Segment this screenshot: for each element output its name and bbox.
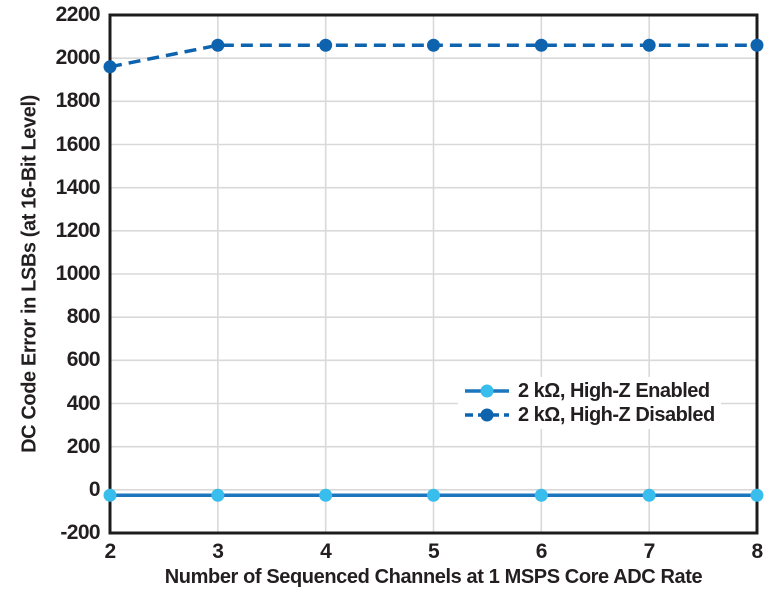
- y-tick-label: -200: [60, 521, 100, 544]
- x-tick-label: 7: [643, 540, 656, 563]
- y-tick-label: 1000: [55, 262, 101, 285]
- y-tick-label: 1400: [55, 175, 101, 199]
- x-axis-title: Number of Sequenced Channels at 1 MSPS C…: [164, 566, 703, 588]
- data-point-marker: [211, 38, 225, 52]
- x-tick-label: 5: [427, 540, 440, 563]
- data-point-marker: [319, 38, 333, 52]
- legend: 2 kΩ, High-Z Enabled 2 kΩ, High-Z Disabl…: [458, 377, 721, 429]
- y-tick-label: 600: [66, 348, 101, 372]
- data-point-marker: [750, 488, 764, 502]
- x-tick-label: 8: [751, 540, 763, 563]
- y-tick-label: 200: [66, 434, 101, 458]
- data-point-marker: [427, 38, 440, 52]
- data-point-marker: [534, 38, 548, 52]
- x-tick-label: 2: [104, 540, 116, 563]
- y-tick-label: 2200: [55, 3, 101, 26]
- legend-line-solid-icon: [465, 384, 509, 398]
- legend-label: 2 kΩ, High-Z Enabled: [518, 379, 710, 402]
- y-tick-label: 0: [88, 477, 101, 501]
- data-point-marker: [103, 60, 117, 74]
- x-tick-label: 4: [320, 540, 332, 563]
- data-point-marker: [211, 488, 225, 502]
- data-point-marker: [642, 488, 656, 502]
- legend-item-highz-disabled: 2 kΩ, High-Z Disabled: [464, 403, 715, 427]
- y-axis-title: DC Code Error in LSBs (at 16-Bit Level): [18, 95, 41, 453]
- legend-label: 2 kΩ, High-Z Disabled: [518, 403, 715, 426]
- data-point-marker: [319, 488, 333, 502]
- data-point-marker: [534, 488, 548, 502]
- plot-border: [108, 13, 759, 535]
- data-point-marker: [103, 488, 117, 502]
- y-tick-label: 1800: [55, 89, 101, 113]
- x-tick-label: 6: [535, 540, 548, 563]
- y-tick-label: 400: [66, 391, 101, 415]
- y-tick-label: 2000: [55, 46, 101, 70]
- data-point-marker: [427, 488, 440, 502]
- legend-line-dashed-icon: [465, 408, 509, 422]
- y-tick-label: 800: [66, 305, 101, 329]
- legend-item-highz-enabled: 2 kΩ, High-Z Enabled: [464, 379, 715, 403]
- y-tick-label: 1600: [55, 132, 101, 156]
- data-point-marker: [750, 38, 764, 52]
- data-point-marker: [642, 38, 656, 52]
- x-tick-label: 3: [212, 540, 224, 563]
- y-tick-label: 1200: [55, 218, 101, 242]
